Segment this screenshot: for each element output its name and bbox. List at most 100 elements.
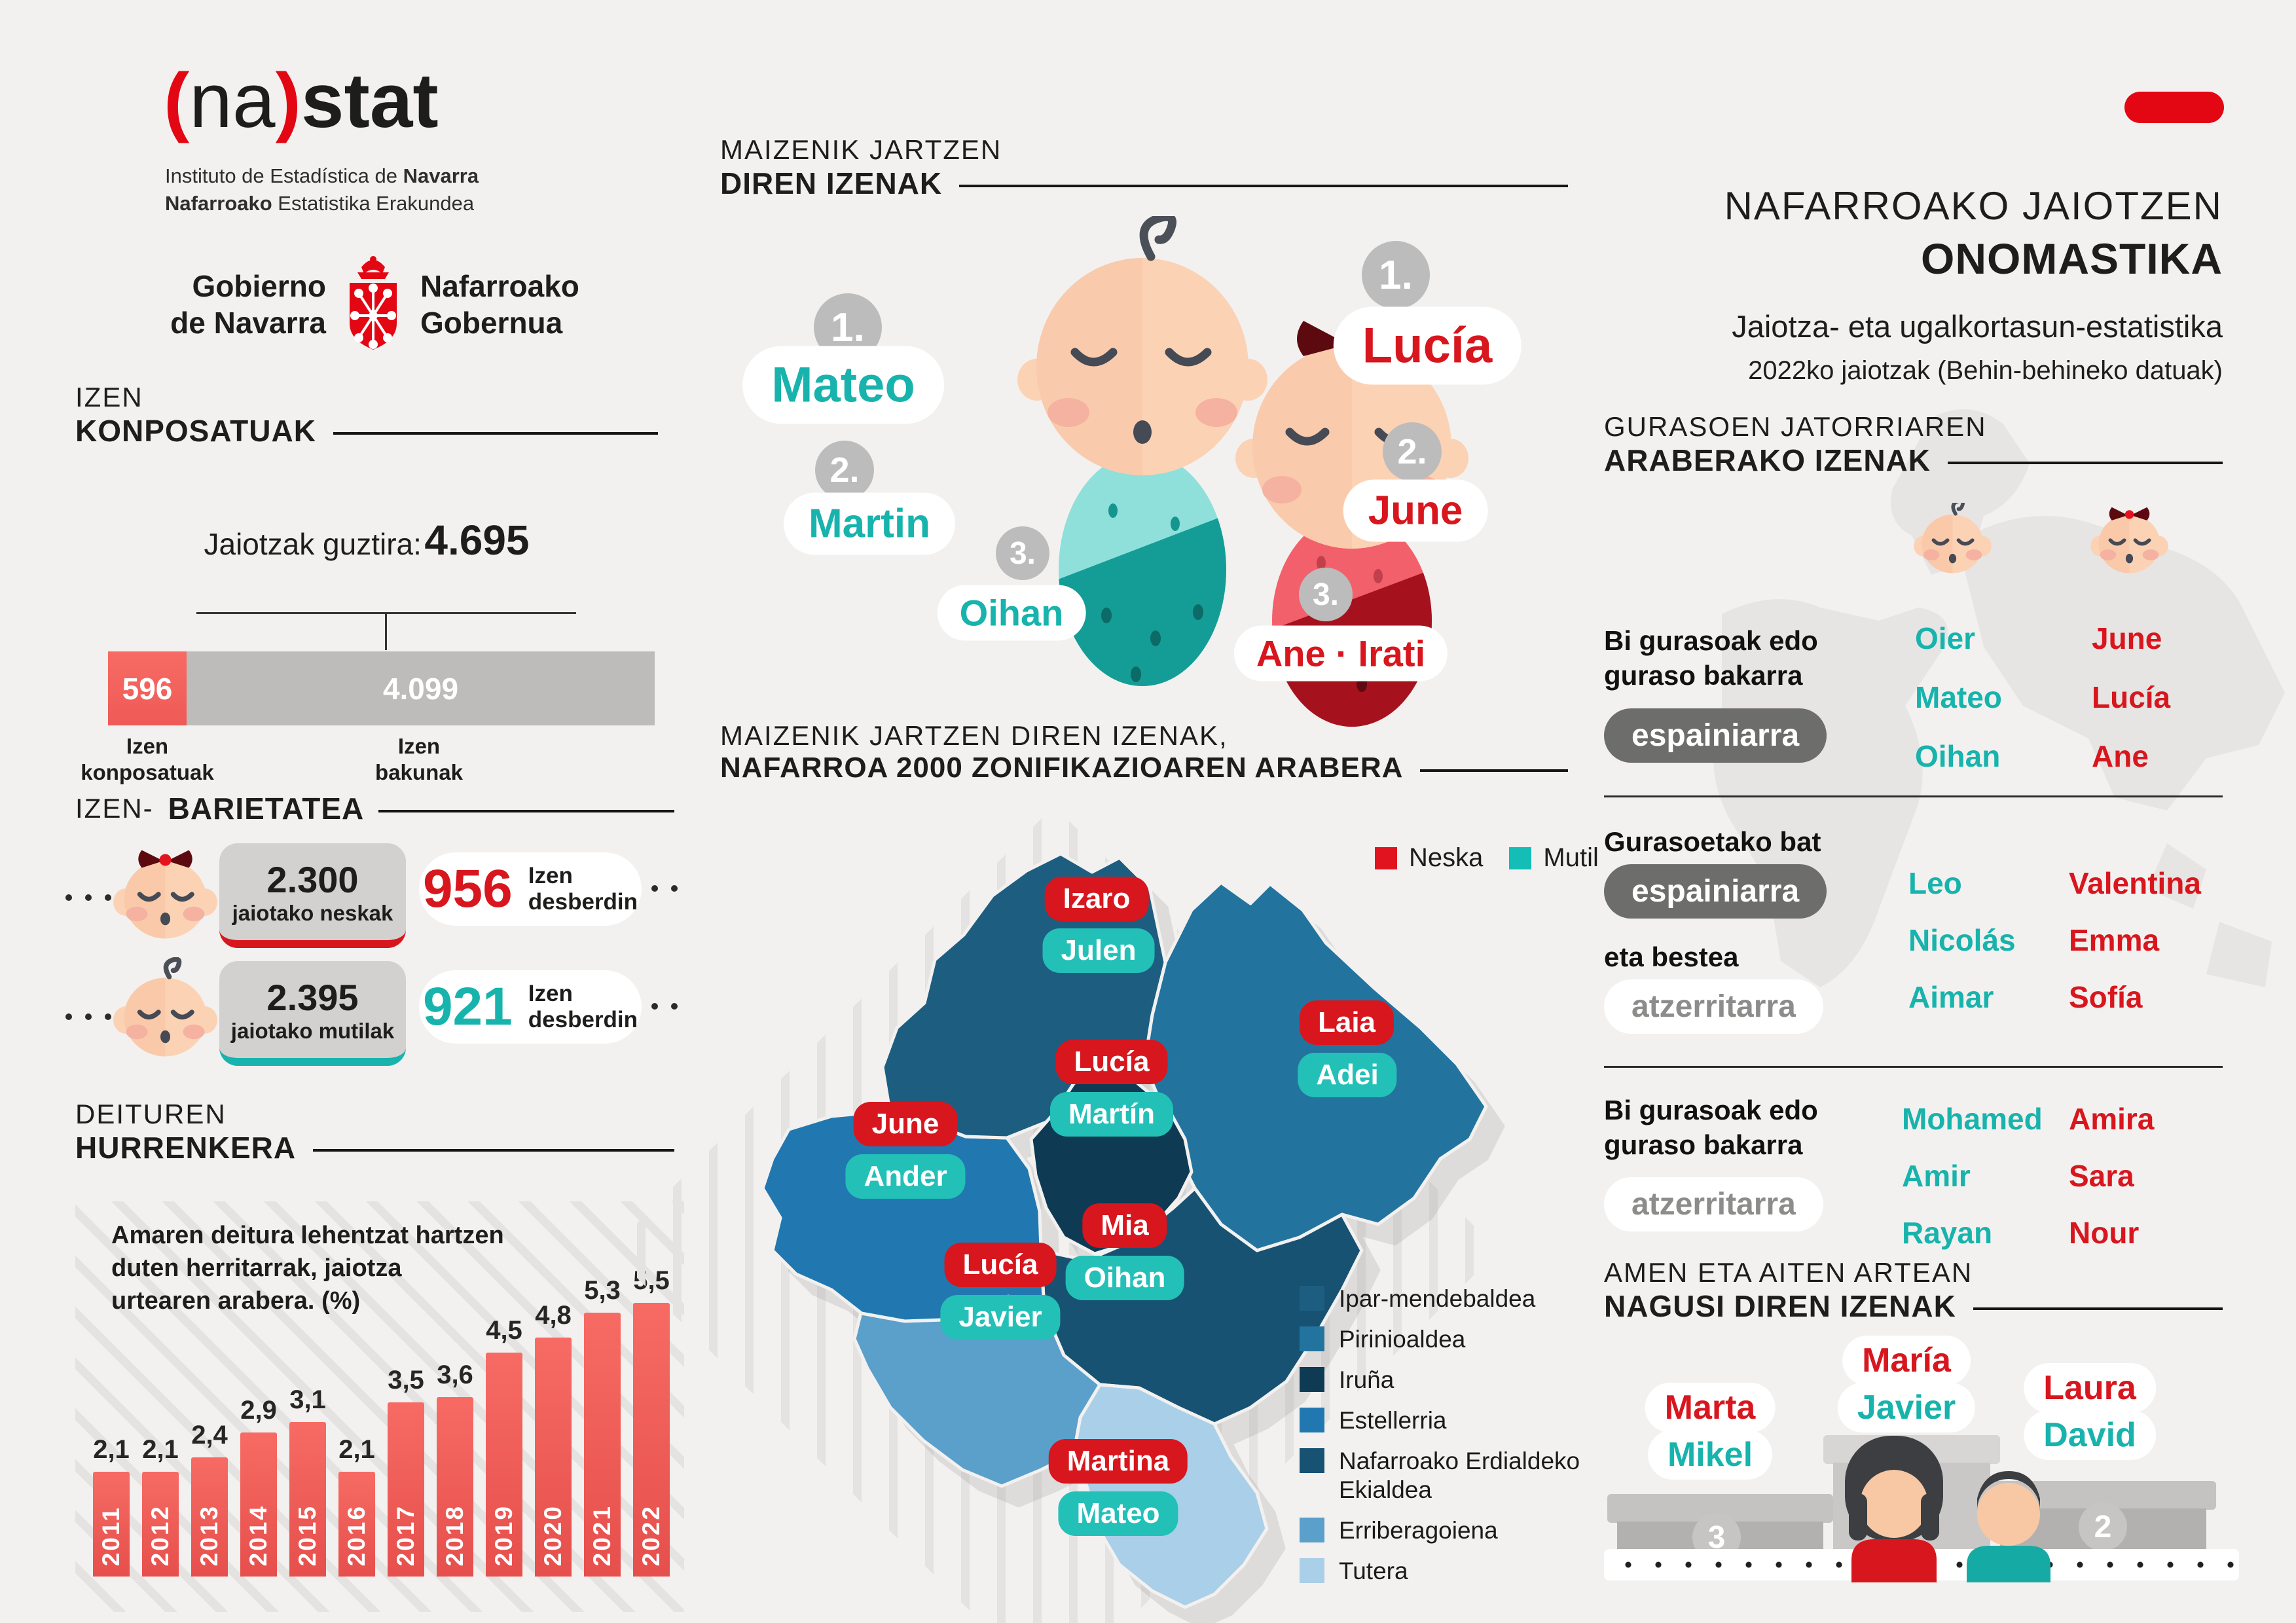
label-simple: Izen bakunak — [347, 733, 491, 786]
origin-boy-name: Nicolás — [1908, 923, 2016, 957]
gov-es-label: Gobierno de Navarra — [124, 268, 326, 341]
bar-value: 3,6 — [437, 1360, 473, 1389]
zone-name-girl: Lucía — [1055, 1040, 1168, 1084]
chart-note-1: Amaren deitura lehentzat hartzen — [111, 1222, 504, 1249]
baby-boy-icon — [113, 957, 217, 1057]
section-header-map: MAIZENIK JARTZEN DIREN IZENAK, NAFARROA … — [720, 720, 1568, 784]
bar-year: 2020 — [539, 1504, 566, 1566]
girls-count-label: jaiotako neskak — [232, 900, 393, 925]
bar-year: 2015 — [294, 1504, 321, 1566]
legend-item-ipar-mendebaldea: Ipar-mendebaldea — [1300, 1285, 1588, 1313]
bar-value: 2,1 — [338, 1435, 375, 1464]
legend-item-iruna: Iruña — [1300, 1366, 1588, 1395]
label-composed: Izen konposatuak — [79, 733, 216, 786]
boy-name-1: Mateo — [742, 346, 944, 424]
surname-order-bar-chart: 2,1 2011 2,1 2012 2,4 2013 2,9 2014 3,1 2015 … — [93, 1266, 682, 1577]
section-header-top-names: MAIZENIK JARTZEN DIREN IZENAK — [720, 134, 1568, 201]
girl-rank-3-badge: 3. — [1299, 568, 1353, 621]
bar-year: 2013 — [196, 1504, 223, 1566]
boys-count-box: 2.395 jaiotako mutilak — [219, 961, 406, 1066]
bar-year: 2019 — [490, 1504, 517, 1566]
bracket-tick — [385, 612, 387, 650]
deituren-header-line2: HURRENKERA — [75, 1131, 297, 1165]
section-header-origin: GURASOEN JATORRIAREN ARABERAKO IZENAK — [1604, 411, 2223, 478]
girls-distinct-count: 956 — [422, 859, 513, 919]
bar-2022: 5,52022 — [633, 1266, 670, 1577]
podium-rank-2: 2 — [2079, 1503, 2127, 1551]
bar-value: 2,1 — [142, 1435, 179, 1464]
origin-row2-label1: Gurasoetako bat — [1604, 826, 1821, 857]
baby-girl-icon — [2090, 507, 2168, 574]
gov-eu-label: Nafarroako Gobernua — [420, 268, 622, 341]
baby-girl-icon — [113, 850, 217, 939]
girls-count: 2.300 — [266, 858, 359, 900]
subtitle: Jaiotza- eta ugalkortasun-estatistika — [1732, 309, 2223, 344]
map-sex-legend: Neska Mutil — [1375, 843, 1599, 873]
header-rule — [959, 185, 1568, 187]
bar-2017: 3,5 2017 — [388, 1366, 424, 1577]
mutil-label: Mutil — [1543, 843, 1599, 872]
konposatuak-header-line1: IZEN — [75, 382, 143, 412]
zone-name-boy: Julen — [1042, 928, 1155, 973]
girl-name-1: Lucía — [1333, 306, 1522, 385]
header-rule — [1420, 769, 1568, 772]
origin-header-line2: ARABERAKO IZENAK — [1604, 443, 1931, 477]
neska-color-swatch — [1375, 847, 1397, 869]
bar-2016: 2,1 2016 — [338, 1435, 375, 1577]
logo-paren-close: ) — [275, 58, 301, 144]
origin-boy-name: Oihan — [1915, 739, 2001, 773]
bar-year: 2012 — [147, 1504, 173, 1566]
main-title: NAFARROAKO JAIOTZEN ONOMASTIKA Jaiotza- … — [1604, 183, 2223, 386]
legend-item-erdialdeko-ekialdea: Nafarroako Erdialdeko Ekialdea — [1300, 1447, 1588, 1504]
origin-girl-name: Sofía — [2069, 980, 2143, 1014]
bar-value: 3,5 — [388, 1366, 424, 1395]
region-color-swatch — [1300, 1408, 1324, 1432]
podium-header-line1: AMEN ETA AITEN ARTEAN — [1604, 1257, 1973, 1288]
origin-divider — [1604, 795, 2223, 797]
bar-value: 4,8 — [535, 1301, 572, 1330]
region-label: Nafarroako Erdialdeko Ekialdea — [1339, 1448, 1580, 1503]
bar-value: 4,5 — [486, 1316, 522, 1345]
origin-row1-label2: guraso bakarra — [1604, 660, 1803, 691]
boys-distinct-label: Izen desberdin — [528, 981, 638, 1033]
zone-name-girl: Laia — [1299, 1000, 1394, 1045]
header-rule — [378, 810, 674, 812]
zone-name-boy: Javier — [940, 1295, 1061, 1340]
bar-2013: 2,4 2013 — [191, 1421, 228, 1577]
origin-row1-label1: Bi gurasoak edo — [1604, 625, 1818, 656]
bar-2021: 5,3 2021 — [584, 1276, 621, 1577]
label-composed-2: konposatuak — [81, 760, 214, 784]
boy-rank-2-badge: 2. — [815, 441, 874, 500]
boys-distinct-pill: 921 Izen desberdin — [419, 970, 642, 1044]
header-rule — [313, 1149, 674, 1152]
origin-boy-name: Leo — [1908, 866, 1962, 900]
bar-year: 2016 — [343, 1504, 370, 1566]
origin-girl-name: Valentina — [2069, 866, 2201, 900]
baby-girl-large — [1235, 321, 1468, 727]
boy-name-3: Oihan — [937, 585, 1086, 641]
logo-subtitle: Instituto de Estadística de Navarra Nafa… — [165, 162, 479, 217]
barietatea-header-reg: IZEN- — [75, 793, 154, 824]
girls-distinct-pill: 956 Izen desberdin — [419, 852, 642, 926]
zone-name-girl: Mia — [1082, 1203, 1167, 1248]
girl-name-3: Ane · Irati — [1233, 625, 1448, 682]
accent-bar — [2124, 92, 2224, 123]
bar-value: 2,9 — [240, 1396, 277, 1425]
podium-father-1: Javier — [1837, 1383, 1976, 1432]
deituren-header-line1: DEITUREN — [75, 1099, 227, 1129]
origin-row3-pill-atzerritarra: atzerritarra — [1604, 1177, 1823, 1231]
zone-name-boy: Ander — [845, 1154, 966, 1199]
zone-name-girl: Izaro — [1044, 877, 1149, 921]
boys-distinct-count: 921 — [422, 977, 513, 1036]
region-label: Estellerria — [1339, 1407, 1447, 1434]
origin-row3-label1: Bi gurasoak edo — [1604, 1095, 1818, 1125]
logo-paren-open: ( — [164, 58, 190, 144]
podium-mother-1: María — [1842, 1336, 1971, 1385]
bar-segment-composed: 596 — [108, 651, 187, 725]
legend-item-estellerria: Estellerria — [1300, 1406, 1588, 1435]
father-figure — [1967, 1471, 2050, 1582]
bar-2019: 4,5 2019 — [486, 1316, 522, 1577]
origin-girl-name: Ane — [2092, 739, 2149, 773]
origin-boy-name: Mohamed — [1902, 1102, 2043, 1136]
top-names-header-line1: MAIZENIK JARTZEN — [720, 134, 1002, 165]
